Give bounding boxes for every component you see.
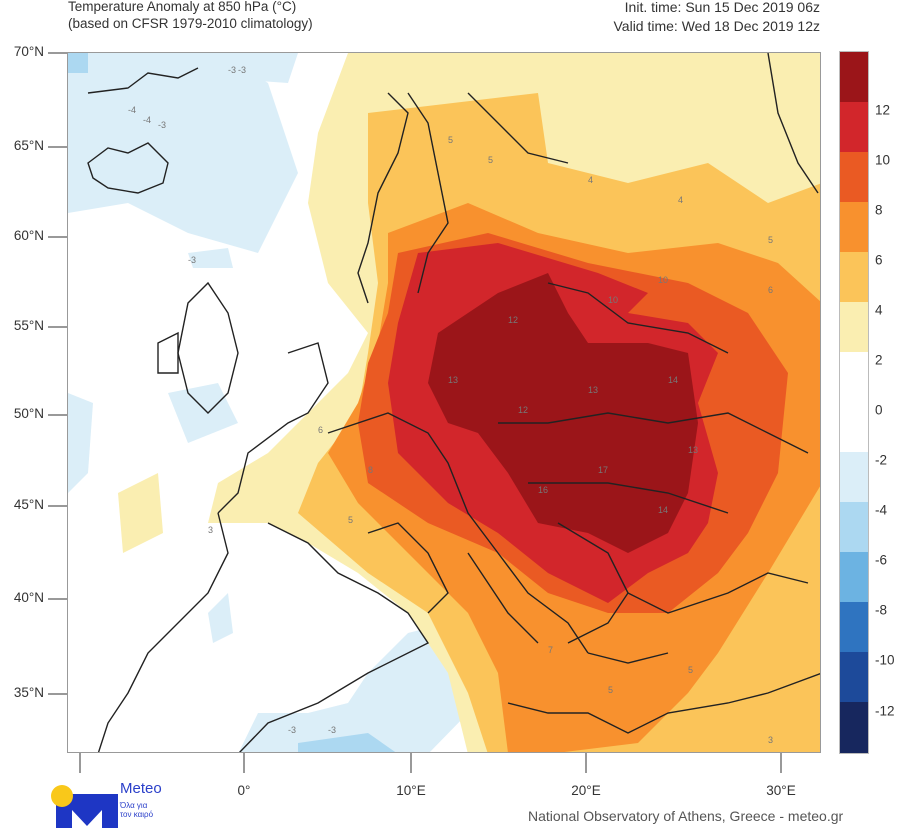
svg-text:6: 6 <box>318 425 323 435</box>
svg-text:3: 3 <box>208 525 213 535</box>
colorbar-label: -2 <box>875 452 888 468</box>
colorbar-segment <box>840 302 868 352</box>
lat-tick <box>48 414 67 416</box>
lat-tick <box>48 146 67 148</box>
valid-time: Valid time: Wed 18 Dec 2019 12z <box>613 18 821 34</box>
lon-tick <box>780 753 782 773</box>
colorbar-segment <box>840 452 868 502</box>
svg-text:5: 5 <box>448 135 453 145</box>
svg-text:12: 12 <box>508 315 518 325</box>
meteo-logo[interactable]: Meteo Όλα για τον καιρό <box>36 770 186 828</box>
svg-text:-3: -3 <box>158 120 166 130</box>
svg-text:16: 16 <box>538 485 548 495</box>
colorbar-label: 10 <box>875 152 891 168</box>
colorbar-segment <box>840 102 868 152</box>
svg-text:-3: -3 <box>328 725 336 735</box>
lon-label-20e: 20°E <box>571 783 601 798</box>
svg-text:13: 13 <box>688 445 698 455</box>
lat-label-50: 50°N <box>13 406 44 421</box>
source-credit: National Observatory of Athens, Greece -… <box>528 808 844 824</box>
colorbar-segment <box>840 402 868 452</box>
colorbar-segment <box>840 252 868 302</box>
svg-text:4: 4 <box>588 175 593 185</box>
svg-text:10: 10 <box>658 275 668 285</box>
title-line-2: (based on CFSR 1979-2010 climatology) <box>68 16 313 31</box>
logo-tagline: Όλα για τον καιρό <box>120 801 154 819</box>
svg-text:5: 5 <box>608 685 613 695</box>
forecast-times: Init. time: Sun 15 Dec 2019 06z Valid ti… <box>614 0 821 36</box>
title-line-1: Temperature Anomaly at 850 hPa (°C) <box>68 0 297 14</box>
svg-text:14: 14 <box>658 505 668 515</box>
colorbar-segment <box>840 502 868 552</box>
svg-text:5: 5 <box>488 155 493 165</box>
colorbar-label: -4 <box>875 502 888 518</box>
svg-text:5: 5 <box>768 235 773 245</box>
colorbar <box>839 51 869 754</box>
colorbar-label: -12 <box>875 703 895 719</box>
svg-text:13: 13 <box>588 385 598 395</box>
lat-label-45: 45°N <box>13 497 44 512</box>
colorbar-label: 8 <box>875 202 883 218</box>
svg-text:4: 4 <box>678 195 683 205</box>
lat-tick <box>48 236 67 238</box>
lat-label-60: 60°N <box>13 228 44 243</box>
svg-text:-3: -3 <box>228 65 236 75</box>
lon-tick <box>410 753 412 773</box>
lat-label-35: 35°N <box>13 685 44 700</box>
lon-tick <box>243 753 245 773</box>
lat-tick <box>48 598 67 600</box>
lat-label-70: 70°N <box>13 44 44 59</box>
svg-text:3: 3 <box>768 735 773 745</box>
colorbar-label: 0 <box>875 402 883 418</box>
lat-tick <box>48 326 67 328</box>
colorbar-label: -8 <box>875 602 888 618</box>
colorbar-segment <box>840 352 868 403</box>
svg-text:5: 5 <box>348 515 353 525</box>
colorbar-segment <box>840 152 868 202</box>
colorbar-segment <box>840 652 868 702</box>
lon-label-30e: 30°E <box>766 783 796 798</box>
colorbar-segment <box>840 52 868 102</box>
colorbar-label: 2 <box>875 352 883 368</box>
svg-text:10: 10 <box>608 295 618 305</box>
lon-tick <box>79 753 81 773</box>
lat-tick <box>48 693 67 695</box>
colorbar-label: 4 <box>875 302 883 318</box>
svg-text:5: 5 <box>688 665 693 675</box>
lat-label-40: 40°N <box>13 590 44 605</box>
lat-label-55: 55°N <box>13 318 44 333</box>
colorbar-label: 6 <box>875 252 883 268</box>
lon-tick <box>585 753 587 773</box>
svg-text:-3: -3 <box>188 255 196 265</box>
lat-label-65: 65°N <box>13 138 44 153</box>
svg-text:13: 13 <box>448 375 458 385</box>
colorbar-segment <box>840 552 868 602</box>
colorbar-label: 12 <box>875 102 891 118</box>
svg-text:14: 14 <box>668 375 678 385</box>
svg-text:17: 17 <box>598 465 608 475</box>
colorbar-label: -10 <box>875 652 895 668</box>
colorbar-segment <box>840 702 868 753</box>
svg-text:-3: -3 <box>288 725 296 735</box>
svg-text:-4: -4 <box>143 115 151 125</box>
logo-name: Meteo <box>120 780 162 797</box>
svg-text:-3: -3 <box>238 65 246 75</box>
colorbar-segment <box>840 202 868 252</box>
svg-text:8: 8 <box>368 465 373 475</box>
lon-label-10e: 10°E <box>396 783 426 798</box>
svg-text:7: 7 <box>548 645 553 655</box>
colorbar-segment <box>840 602 868 652</box>
svg-text:6: 6 <box>768 285 773 295</box>
svg-text:12: 12 <box>518 405 528 415</box>
colorbar-label: -6 <box>875 552 888 568</box>
meteo-m-icon <box>51 785 118 828</box>
lat-tick <box>48 52 67 54</box>
chart-title: Temperature Anomaly at 850 hPa (°C) (bas… <box>68 0 313 32</box>
init-time: Init. time: Sun 15 Dec 2019 06z <box>624 0 820 15</box>
svg-text:-4: -4 <box>128 105 136 115</box>
lon-label-0: 0° <box>237 783 251 798</box>
lat-tick <box>48 505 67 507</box>
